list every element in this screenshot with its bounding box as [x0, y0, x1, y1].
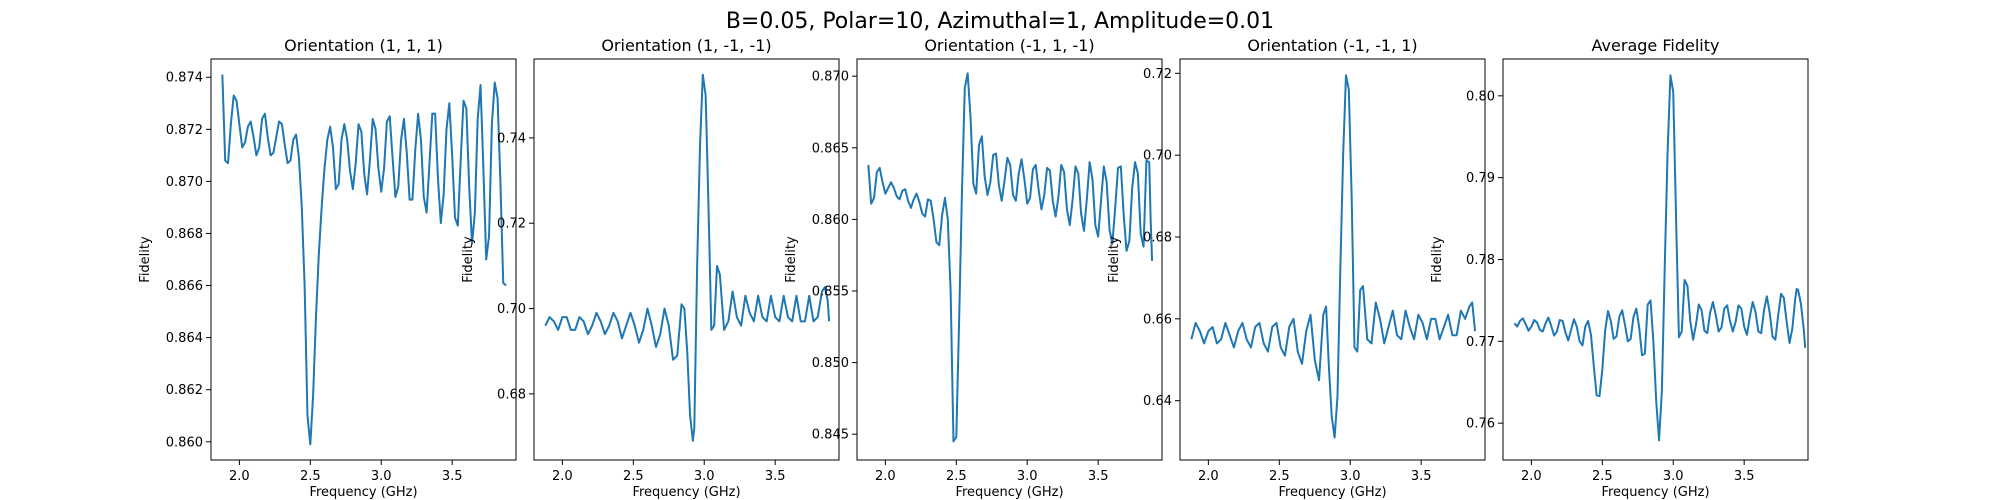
y-tick-label: 0.80 [1466, 89, 1495, 104]
subplot-5: Average Fidelity 2.0 2.5 3.0 3.5 0.76 0.77 0.78… [1430, 36, 1809, 500]
x-tick-label: 2.0 [552, 469, 573, 484]
y-tick-label: 0.76 [1466, 417, 1495, 432]
series-line [544, 73, 831, 442]
y-tick-label: 0.68 [497, 387, 526, 402]
plot-frame [1502, 58, 1809, 461]
y-tick-label: 0.868 [166, 227, 203, 242]
subplot-3: Orientation (-1, 1, -1) 2.0 2.5 3.0 3.5 0.845… [784, 36, 1163, 500]
x-tick-label: 2.0 [1521, 469, 1542, 484]
y-axis-label: Fidelity [784, 236, 799, 283]
series-line [1190, 74, 1477, 439]
subplot-title: Orientation (-1, 1, -1) [924, 36, 1094, 55]
y-tick-label: 0.862 [166, 383, 203, 398]
y-tick-label: 0.72 [497, 217, 526, 232]
y-tick-label: 0.70 [497, 302, 526, 317]
y-tick-label: 0.77 [1466, 335, 1495, 350]
figure-suptitle: B=0.05, Polar=10, Azimuthal=1, Amplitude… [726, 9, 1274, 34]
y-axis-label: Fidelity [1430, 236, 1445, 283]
x-axis-label: Frequency (GHz) [309, 485, 417, 500]
y-axis-label: Fidelity [461, 236, 476, 283]
x-tick-label: 3.0 [371, 469, 392, 484]
y-tick-label: 0.855 [812, 285, 849, 300]
subplot-grid: Orientation (1, 1, 1) 2.0 2.5 3.0 3.5 0.860 0.… [138, 36, 1809, 500]
y-tick-label: 0.845 [812, 428, 849, 443]
subplot-2: Orientation (1, -1, -1) 2.0 2.5 3.0 3.5 0.68 0… [461, 36, 840, 500]
y-tick-label: 0.70 [1143, 149, 1172, 164]
y-axis-label: Fidelity [138, 236, 153, 283]
subplot-title: Orientation (1, 1, 1) [284, 36, 443, 55]
y-tick-label: 0.78 [1466, 253, 1495, 268]
x-tick-label: 3.5 [1734, 469, 1755, 484]
y-tick-label: 0.64 [1143, 394, 1172, 409]
subplot-title: Orientation (-1, -1, 1) [1247, 36, 1417, 55]
x-tick-label: 2.5 [946, 469, 967, 484]
series-line [867, 72, 1154, 443]
series-line [1513, 74, 1807, 442]
y-tick-label: 0.850 [812, 356, 849, 371]
y-tick-label: 0.79 [1466, 171, 1495, 186]
x-tick-label: 2.0 [1198, 469, 1219, 484]
x-tick-label: 3.5 [765, 469, 786, 484]
plot-frame [856, 58, 1163, 461]
subplot-title: Orientation (1, -1, -1) [601, 36, 771, 55]
x-tick-label: 2.5 [1269, 469, 1290, 484]
y-tick-label: 0.866 [166, 279, 203, 294]
series-line [221, 74, 507, 446]
x-tick-label: 2.5 [1592, 469, 1613, 484]
x-tick-label: 2.0 [875, 469, 896, 484]
plot-frame [533, 58, 840, 461]
x-tick-label: 3.0 [694, 469, 715, 484]
x-tick-label: 3.0 [1340, 469, 1361, 484]
x-axis-label: Frequency (GHz) [1601, 485, 1709, 500]
y-tick-label: 0.865 [812, 141, 849, 156]
x-tick-label: 3.5 [1088, 469, 1109, 484]
x-tick-label: 3.0 [1017, 469, 1038, 484]
x-axis-label: Frequency (GHz) [955, 485, 1063, 500]
y-tick-label: 0.872 [166, 123, 203, 138]
subplot-1: Orientation (1, 1, 1) 2.0 2.5 3.0 3.5 0.860 0.… [138, 36, 517, 500]
y-tick-label: 0.66 [1143, 312, 1172, 327]
x-tick-label: 2.5 [300, 469, 321, 484]
y-tick-label: 0.860 [812, 213, 849, 228]
y-tick-label: 0.864 [166, 331, 203, 346]
subplot-4: Orientation (-1, -1, 1) 2.0 2.5 3.0 3.5 0.64 0… [1107, 36, 1486, 500]
y-tick-label: 0.74 [497, 131, 526, 146]
y-axis-label: Fidelity [1107, 236, 1122, 283]
plot-frame [210, 58, 517, 461]
plot-frame [1179, 58, 1486, 461]
y-tick-label: 0.860 [166, 435, 203, 450]
y-tick-label: 0.68 [1143, 230, 1172, 245]
y-tick-label: 0.72 [1143, 67, 1172, 82]
x-tick-label: 2.5 [623, 469, 644, 484]
x-tick-label: 3.0 [1663, 469, 1684, 484]
x-axis-label: Frequency (GHz) [632, 485, 740, 500]
subplot-title: Average Fidelity [1592, 36, 1720, 55]
y-tick-label: 0.870 [812, 70, 849, 85]
y-tick-label: 0.870 [166, 175, 203, 190]
x-tick-label: 2.0 [229, 469, 250, 484]
x-axis-label: Frequency (GHz) [1278, 485, 1386, 500]
x-tick-label: 3.5 [1411, 469, 1432, 484]
x-tick-label: 3.5 [442, 469, 463, 484]
y-tick-label: 0.874 [166, 71, 203, 86]
